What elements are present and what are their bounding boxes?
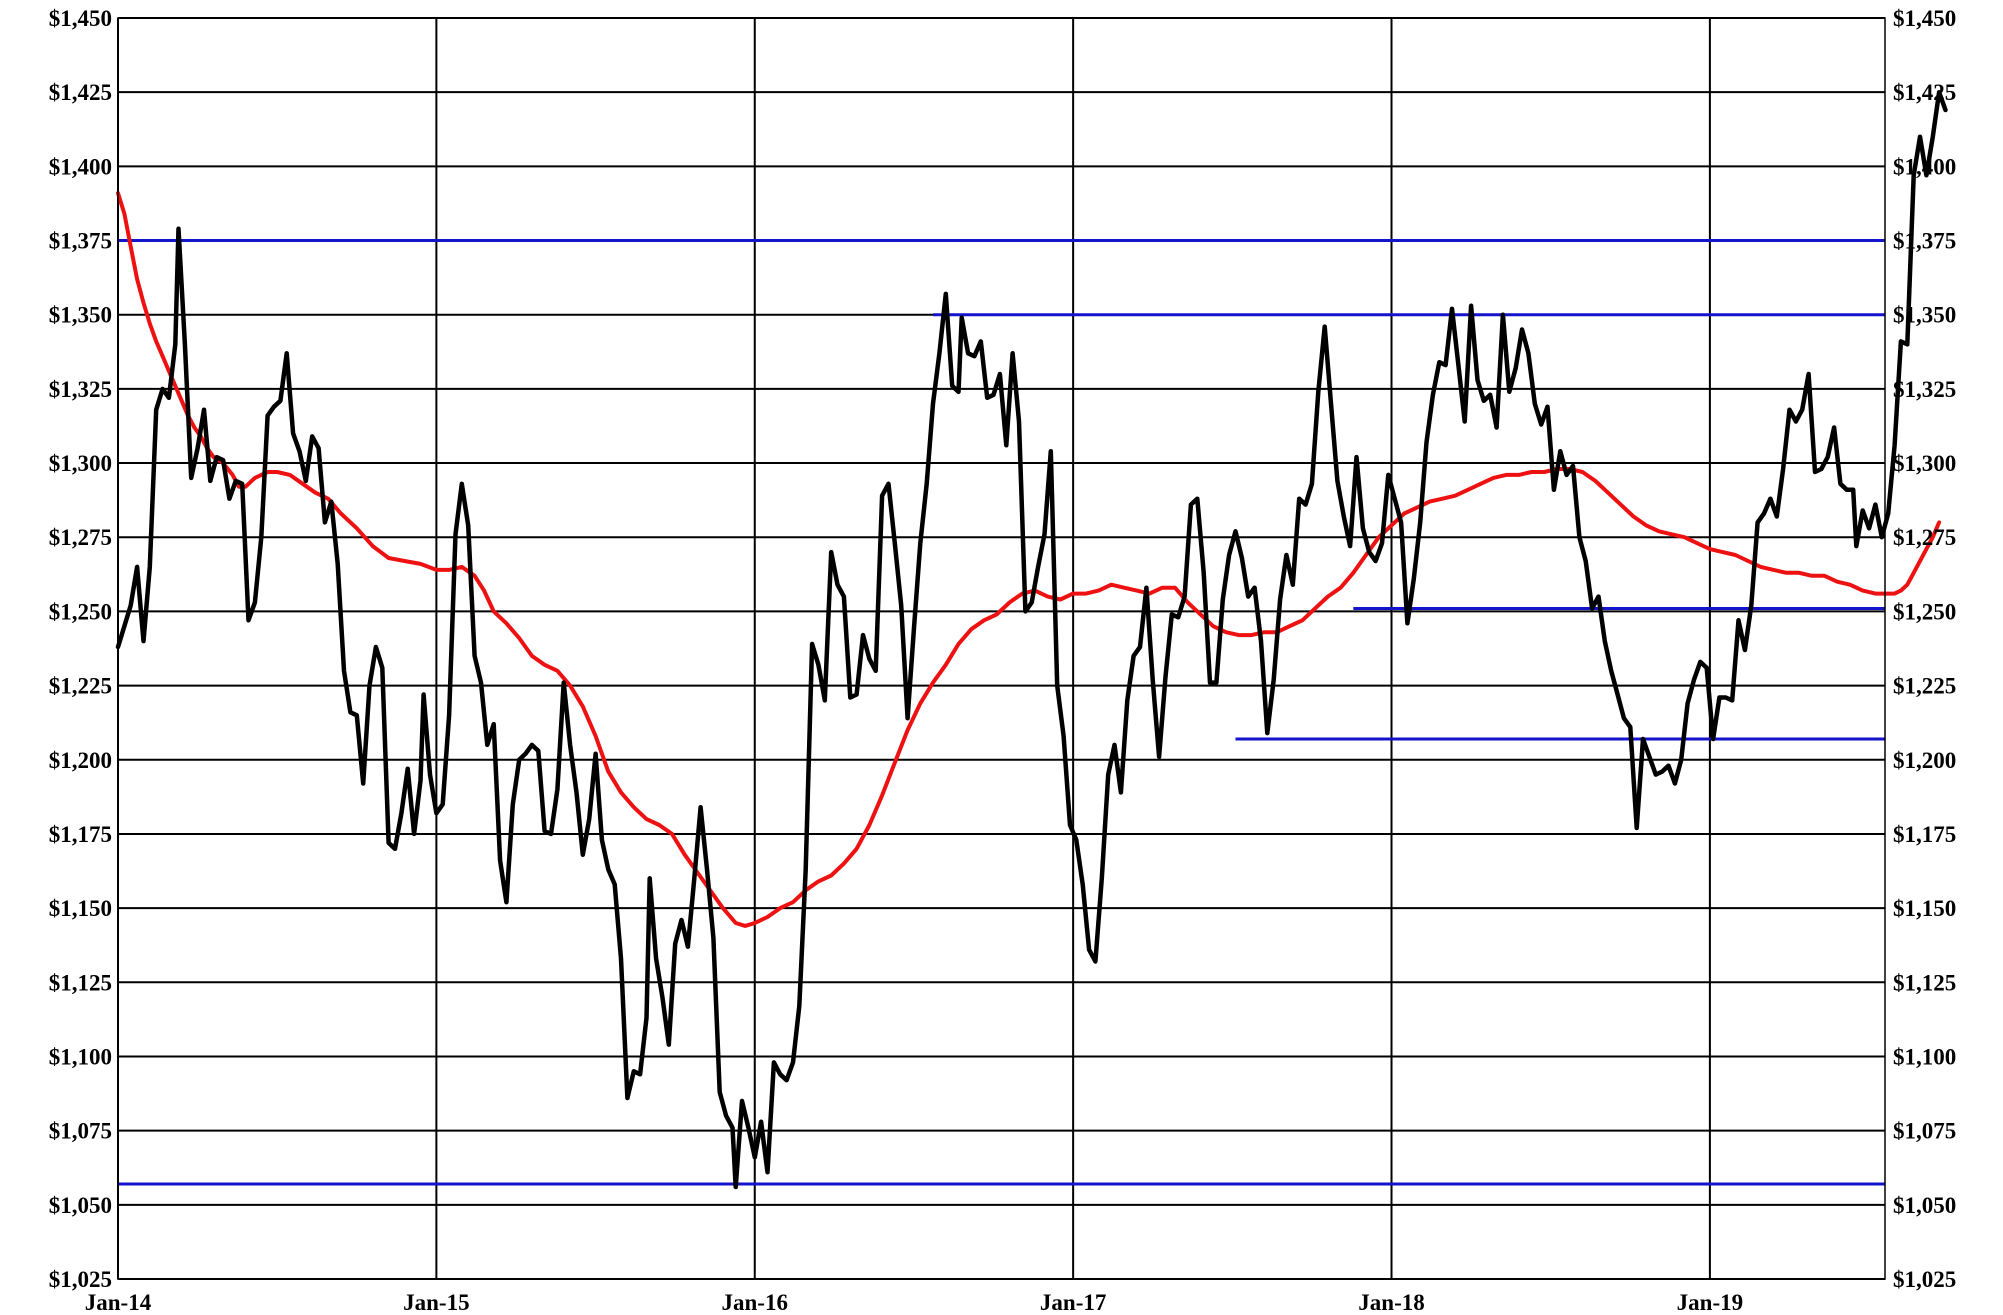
y-tick-label-left: $1,275 — [49, 525, 112, 550]
y-tick-label-left: $1,350 — [49, 303, 112, 328]
plot-background — [118, 18, 1885, 1279]
y-tick-label-right: $1,125 — [1893, 970, 1956, 995]
y-tick-label-left: $1,325 — [49, 377, 112, 402]
y-tick-label-right: $1,200 — [1893, 748, 1956, 773]
y-tick-label-left: $1,375 — [49, 229, 112, 254]
y-tick-label-right: $1,275 — [1893, 525, 1956, 550]
y-tick-label-left: $1,125 — [49, 970, 112, 995]
x-tick-label: Jan-14 — [85, 1290, 152, 1315]
x-tick-label: Jan-16 — [722, 1290, 788, 1315]
x-axis: Jan-14 Jan-15 Jan-16 Jan-17 Jan-18 Jan-19 — [85, 1290, 1743, 1315]
y-tick-label-right: $1,075 — [1893, 1119, 1956, 1144]
y-tick-label-right: $1,300 — [1893, 451, 1956, 476]
y-axis-right: $1,025 $1,050 $1,075 $1,100 $1,125 $1,150 $1,1… — [1893, 6, 1956, 1292]
y-tick-label-left: $1,100 — [49, 1044, 112, 1069]
y-tick-label-left: $1,425 — [49, 80, 112, 105]
y-tick-label-left: $1,175 — [49, 822, 112, 847]
x-tick-label: Jan-17 — [1040, 1290, 1106, 1315]
y-tick-label-right: $1,250 — [1893, 599, 1956, 624]
y-tick-label-left: $1,025 — [49, 1267, 112, 1292]
y-tick-label-right: $1,225 — [1893, 674, 1956, 699]
plot-frame — [117, 17, 1886, 1280]
y-tick-label-right: $1,025 — [1893, 1267, 1956, 1292]
level-lines — [118, 239, 1885, 1186]
y-tick-label-right: $1,425 — [1893, 80, 1956, 105]
y-tick-label-left: $1,400 — [49, 154, 112, 179]
y-tick-label-right: $1,400 — [1893, 154, 1956, 179]
y-tick-label-left: $1,300 — [49, 451, 112, 476]
y-axis-left: $1,025 $1,050 $1,075 $1,100 $1,125 $1,150 $1,1… — [49, 6, 112, 1292]
y-tick-label-left: $1,200 — [49, 748, 112, 773]
y-tick-label-right: $1,325 — [1893, 377, 1956, 402]
y-tick-label-left: $1,150 — [49, 896, 112, 921]
y-tick-label-left: $1,250 — [49, 599, 112, 624]
y-tick-label-left: $1,225 — [49, 674, 112, 699]
y-tick-label-left: $1,050 — [49, 1193, 112, 1218]
series-group — [115, 89, 1948, 1190]
y-tick-label-right: $1,100 — [1893, 1044, 1956, 1069]
y-tick-label-right: $1,050 — [1893, 1193, 1956, 1218]
y-tick-label-right: $1,450 — [1893, 6, 1956, 31]
price-line — [115, 89, 1948, 1190]
y-tick-label-left: $1,450 — [49, 6, 112, 31]
y-tick-label-right: $1,375 — [1893, 229, 1956, 254]
x-tick-label: Jan-15 — [403, 1290, 469, 1315]
x-tick-label: Jan-18 — [1358, 1290, 1424, 1315]
x-tick-label: Jan-19 — [1677, 1290, 1743, 1315]
moving-average-line — [116, 191, 1942, 928]
y-tick-label-left: $1,075 — [49, 1119, 112, 1144]
y-tick-label-right: $1,175 — [1893, 822, 1956, 847]
y-tick-label-right: $1,350 — [1893, 303, 1956, 328]
y-tick-label-right: $1,150 — [1893, 896, 1956, 921]
